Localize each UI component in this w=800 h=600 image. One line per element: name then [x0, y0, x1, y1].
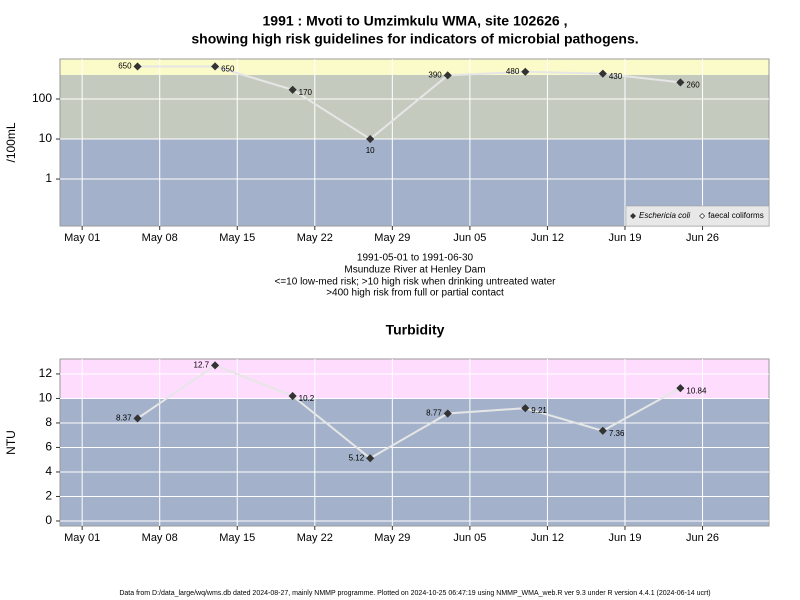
- data-line: [137, 65, 681, 141]
- y-axis-label: NTU: [4, 430, 18, 455]
- data-label: 170: [299, 88, 313, 97]
- x-tick-label: May 15: [219, 232, 255, 244]
- data-label: 650: [221, 65, 235, 74]
- data-label: 260: [686, 81, 700, 90]
- data-label: 9.21: [531, 406, 547, 415]
- data-label: 7.36: [609, 429, 625, 438]
- x-tick-label: May 29: [374, 532, 410, 544]
- data-label: 10: [366, 146, 375, 155]
- data-label: 12.7: [194, 360, 210, 369]
- data-label: 390: [428, 70, 442, 79]
- data-point: [366, 134, 375, 144]
- x-tick-label: Jun 05: [453, 532, 486, 544]
- caption-line: 1991-05-01 to 1991-06-30: [357, 253, 474, 264]
- legend-swatch: [630, 213, 636, 219]
- data-label: 8.37: [116, 414, 132, 423]
- data-point: [133, 62, 142, 71]
- data-label: 8.77: [426, 409, 442, 418]
- x-tick-label: May 08: [142, 232, 178, 244]
- caption-line: >400 high risk from full or partial cont…: [326, 288, 504, 299]
- y-tick-label: 100: [32, 91, 52, 105]
- legend-label: Eschericia coli: [639, 211, 690, 220]
- x-tick-label: May 01: [64, 232, 100, 244]
- data-point: [366, 454, 375, 463]
- x-tick-label: Jun 12: [531, 232, 564, 244]
- x-tick-label: May 08: [142, 532, 178, 544]
- x-tick-label: Jun 12: [531, 532, 564, 544]
- x-tick-label: Jun 19: [608, 232, 641, 244]
- data-label: 480: [506, 67, 520, 76]
- risk-band: [60, 398, 769, 526]
- y-tick-label: 10: [39, 131, 53, 145]
- y-tick-label: 8: [45, 415, 52, 429]
- data-point: [288, 391, 297, 401]
- caption-line: <=10 low-med risk; >10 high risk when dr…: [275, 277, 557, 288]
- x-tick-label: Jun 26: [686, 232, 719, 244]
- y-tick-label: 6: [45, 440, 52, 454]
- data-point: [521, 67, 530, 76]
- x-tick-label: May 15: [219, 532, 255, 544]
- data-point: [521, 404, 530, 413]
- risk-band: [60, 359, 769, 399]
- y-tick-label: 2: [45, 489, 52, 503]
- x-tick-label: Jun 26: [686, 532, 719, 544]
- x-tick-label: May 22: [297, 232, 333, 244]
- data-point: [211, 62, 220, 71]
- y-tick-label: 0: [45, 513, 52, 527]
- x-tick-label: Jun 05: [453, 232, 486, 244]
- data-label: 10.2: [299, 394, 315, 403]
- x-tick-label: Jun 19: [608, 532, 641, 544]
- caption-line: Msunduze River at Henley Dam: [344, 265, 485, 276]
- plot-frame: [59, 58, 770, 227]
- x-tick-label: May 01: [64, 532, 100, 544]
- data-label: 5.12: [349, 453, 365, 462]
- risk-band: [60, 74, 769, 140]
- legend-swatch: [699, 213, 706, 219]
- data-point: [598, 69, 607, 78]
- y-axis-label: /100mL: [4, 122, 18, 162]
- title-line: 1991 : Mvoti to Umzimkulu WMA, site 1026…: [263, 13, 568, 29]
- data-line: [136, 364, 681, 460]
- data-point: [211, 361, 220, 370]
- y-tick-label: 12: [39, 366, 53, 380]
- data-point: [676, 78, 685, 87]
- y-tick-label: 1: [45, 171, 52, 185]
- y-tick-label: 4: [45, 464, 52, 478]
- data-point: [598, 426, 607, 435]
- legend-label: faecal coliforms: [708, 211, 764, 220]
- data-label: 430: [609, 72, 623, 81]
- y-tick-label: 10: [39, 391, 53, 405]
- chart-title: Turbidity: [386, 322, 445, 338]
- data-label: 10.84: [686, 386, 707, 395]
- footer: Data from D:/data_large/wq/wms.db dated …: [119, 590, 710, 597]
- x-tick-label: May 22: [297, 532, 333, 544]
- data-point: [443, 409, 452, 418]
- data-point: [288, 85, 297, 94]
- legend-box: [625, 205, 770, 227]
- title-line: showing high risk guidelines for indicat…: [191, 31, 638, 47]
- x-tick-label: May 29: [374, 232, 410, 244]
- data-point: [443, 71, 452, 80]
- data-point: [676, 384, 685, 393]
- plot-frame: [59, 358, 770, 527]
- data-point: [133, 414, 142, 423]
- data-label: 650: [118, 62, 132, 71]
